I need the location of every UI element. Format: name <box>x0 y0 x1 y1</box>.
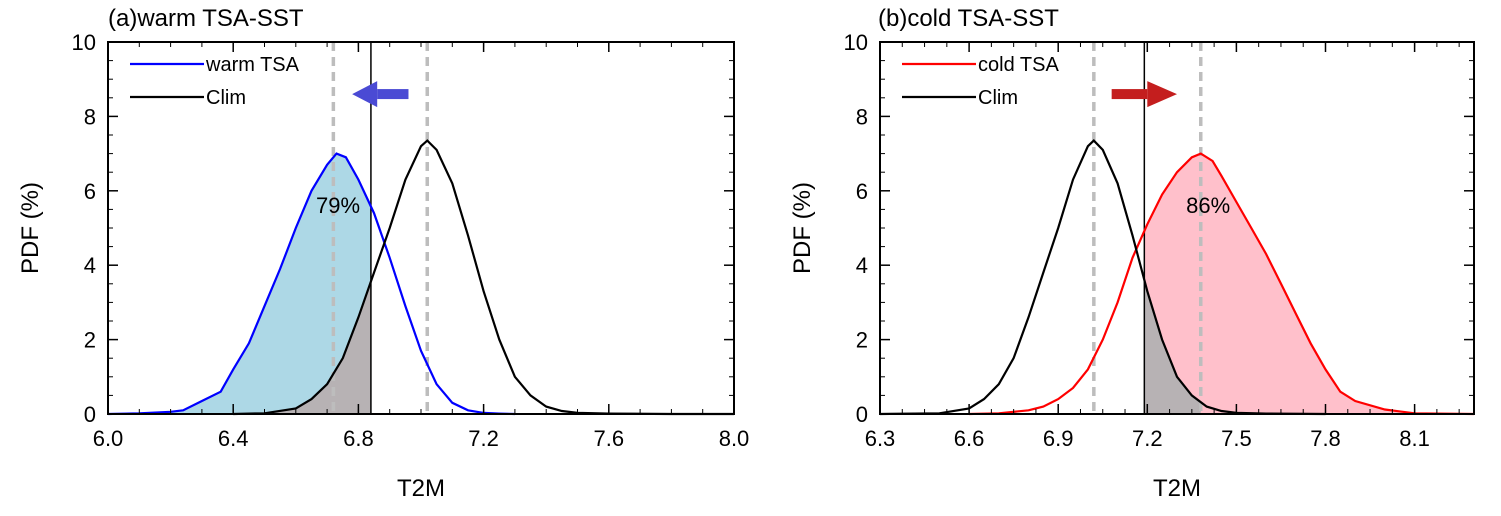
legend-label-0: warm TSA <box>205 54 300 76</box>
x-tick-label: 7.5 <box>1221 426 1252 451</box>
x-tick-label: 6.4 <box>218 426 249 451</box>
legend-label-1: Clim <box>978 87 1018 109</box>
y-tick-label: 2 <box>84 328 96 353</box>
x-tick-label: 6.8 <box>343 426 374 451</box>
y-tick-label: 10 <box>844 30 868 55</box>
series-line-shifted <box>107 152 515 416</box>
x-tick-label: 6.3 <box>865 426 896 451</box>
y-tick-label: 2 <box>856 328 868 353</box>
shaded-area-shifted <box>1144 153 1474 414</box>
y-tick-label: 4 <box>856 253 868 278</box>
x-tick-label: 7.6 <box>594 426 625 451</box>
x-tick-label: 8.0 <box>719 426 750 451</box>
x-axis-title: T2M <box>397 475 445 502</box>
x-tick-label: 8.1 <box>1399 426 1430 451</box>
y-axis-title: PDF (%) <box>789 182 816 274</box>
y-tick-label: 4 <box>84 253 96 278</box>
panel-cold-tsa: 0 2 4 6 8 10 6.3 6.6 6.9 7.2 7.5 7.8 8.1 T2M PDF (%) (b… <box>789 5 1475 502</box>
shaded-area-clim-overlap <box>1144 280 1201 414</box>
series-line-clim <box>879 139 1326 416</box>
y-tick-label: 0 <box>84 402 96 427</box>
shift-arrow <box>1111 81 1177 108</box>
x-axis-title: T2M <box>1153 475 1201 502</box>
y-tick-label: 6 <box>856 179 868 204</box>
series-line-clim <box>233 139 734 416</box>
x-tick-label: 6.0 <box>93 426 124 451</box>
y-tick-label: 8 <box>856 104 868 129</box>
y-tick-label: 0 <box>856 402 868 427</box>
y-tick-label: 10 <box>72 30 96 55</box>
legend-label-0: cold TSA <box>978 54 1059 76</box>
arrow-head <box>1147 81 1177 108</box>
arrow-shaft <box>377 89 409 100</box>
x-tick-label: 7.8 <box>1310 426 1341 451</box>
arrow-head <box>352 81 378 108</box>
percentage-annotation: 79% <box>316 193 360 218</box>
shaded-area-clim-overlap <box>233 281 371 414</box>
x-tick-label: 6.6 <box>954 426 985 451</box>
x-tick-label: 7.2 <box>1132 426 1163 451</box>
shaded-area-shifted <box>108 153 371 414</box>
shift-arrow <box>352 81 409 108</box>
panel-title: (b)cold TSA-SST <box>878 5 1059 32</box>
legend-label-1: Clim <box>206 87 246 109</box>
y-tick-label: 8 <box>84 104 96 129</box>
series-line-shifted <box>969 152 1475 416</box>
x-tick-label: 6.9 <box>1043 426 1074 451</box>
panel-warm-tsa: 0 2 4 6 8 10 6.0 6.4 6.8 7.2 7.6 8.0 T2M PDF (%) (a)wa… <box>17 5 749 502</box>
y-tick-label: 6 <box>84 179 96 204</box>
arrow-shaft <box>1111 89 1148 100</box>
x-tick-label: 7.2 <box>468 426 499 451</box>
y-axis-title: PDF (%) <box>17 182 44 274</box>
percentage-annotation: 86% <box>1186 193 1230 218</box>
panel-title: (a)warm TSA-SST <box>108 5 304 32</box>
